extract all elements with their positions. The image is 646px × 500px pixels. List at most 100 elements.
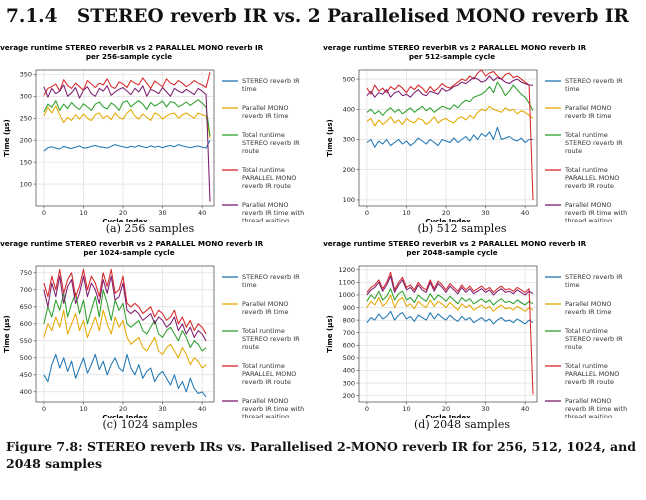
legend-label: Total runtime <box>241 131 285 139</box>
chart-svg: Average runtime STEREO reverbIR vs 2 PAR… <box>0 239 304 418</box>
legend-label: PARALLEL MONO <box>242 370 296 378</box>
chart-256: Average runtime STEREO reverbIR vs 2 PAR… <box>0 40 323 248</box>
legend-label: reverb IR time with <box>565 405 627 413</box>
y-tick-label: 900 <box>343 304 355 312</box>
chart-svg: Average runtime STEREO reverbIR vs 2 PAR… <box>0 43 304 222</box>
y-tick-label: 500 <box>343 354 355 362</box>
series-line <box>43 99 211 136</box>
legend-label: time <box>242 85 257 93</box>
y-tick-label: 150 <box>20 158 32 166</box>
legend-label: Total runtime <box>241 362 285 370</box>
legend-label: thread waiting <box>565 217 612 222</box>
legend-label: time <box>565 281 580 289</box>
x-tick-label: 0 <box>365 405 369 413</box>
legend-label: STEREO reverb IR <box>565 335 623 343</box>
x-tick-label: 10 <box>79 405 87 413</box>
y-tick-label: 200 <box>343 392 355 400</box>
subcaption-c: (c) 1024 samples <box>102 418 198 431</box>
legend-label: Total runtime <box>241 327 285 335</box>
x-tick-label: 30 <box>158 209 166 217</box>
y-tick-label: 400 <box>343 105 355 113</box>
chart-title: Average runtime STEREO reverbIR vs 2 PAR… <box>0 43 264 52</box>
subcaption-b: (b) 512 samples <box>417 222 507 235</box>
x-tick-label: 40 <box>521 405 529 413</box>
section-heading: 7.1.4 STEREO reverb IR vs. 2 Parallelise… <box>6 6 640 27</box>
x-tick-label: 10 <box>402 209 410 217</box>
y-tick-label: 300 <box>343 379 355 387</box>
x-tick-label: 20 <box>119 405 127 413</box>
legend-label: thread waiting <box>242 413 289 418</box>
legend-label: reverb IR time <box>242 112 288 120</box>
series-line <box>366 81 534 116</box>
x-tick-label: 0 <box>42 209 46 217</box>
chart-svg: Average runtime STEREO reverbIR vs 2 PAR… <box>323 239 627 418</box>
y-tick-label: 750 <box>20 269 32 277</box>
legend-label: reverb IR time <box>565 112 611 120</box>
subcaption-a: (a) 256 samples <box>105 222 195 235</box>
legend-label: route <box>565 343 582 351</box>
legend-label: Total runtime <box>564 327 608 335</box>
legend-label: Parallel MONO <box>242 201 288 209</box>
y-tick-label: 350 <box>20 71 32 79</box>
legend-label: Total runtime <box>564 166 608 174</box>
legend-label: Parallel MONO <box>242 397 288 405</box>
x-tick-label: 10 <box>402 405 410 413</box>
x-tick-label: 40 <box>198 209 206 217</box>
y-tick-label: 500 <box>343 75 355 83</box>
chart-title: Average runtime STEREO reverbIR vs 2 PAR… <box>323 43 587 52</box>
chart-title: per 256-sample cycle <box>86 52 172 61</box>
legend-label: reverb IR route <box>565 182 614 190</box>
y-tick-label: 200 <box>343 166 355 174</box>
legend-label: Total runtime <box>564 131 608 139</box>
series-line <box>43 84 211 202</box>
x-tick-label: 30 <box>158 405 166 413</box>
legend-label: Parallel MONO <box>565 300 611 308</box>
legend-label: Parallel MONO <box>565 104 611 112</box>
legend-label: time <box>242 281 257 289</box>
series-line <box>43 72 211 96</box>
legend-label: Parallel MONO <box>242 300 288 308</box>
legend-label: reverb IR time with <box>242 405 304 413</box>
legend-label: time <box>565 85 580 93</box>
legend-label: STEREO reverb IR <box>242 273 300 281</box>
series-line <box>366 75 533 98</box>
legend-label: STEREO reverb IR <box>565 139 623 147</box>
y-tick-label: 800 <box>343 316 355 324</box>
chart-title: Average runtime STEREO reverbIR vs 2 PAR… <box>0 239 264 248</box>
chart-1024: Average runtime STEREO reverbIR vs 2 PAR… <box>0 236 323 444</box>
x-axis-label: Cycle Index <box>425 218 471 222</box>
y-tick-label: 1200 <box>338 266 355 274</box>
legend-label: thread waiting <box>565 413 612 418</box>
series-line <box>43 268 207 335</box>
y-tick-label: 600 <box>20 320 32 328</box>
section-number: 7.1.4 <box>6 6 58 27</box>
y-axis-label: Time (µs) <box>326 119 334 156</box>
chart-2048: Average runtime STEREO reverbIR vs 2 PAR… <box>323 236 646 444</box>
section-title: STEREO reverb IR vs. 2 Parallelised MONO… <box>76 6 629 27</box>
x-axis-label: Cycle Index <box>102 414 148 418</box>
y-tick-label: 400 <box>20 388 32 396</box>
x-tick-label: 20 <box>442 209 450 217</box>
series-line <box>366 294 534 312</box>
y-tick-label: 200 <box>20 136 32 144</box>
subcaption-d: (d) 2048 samples <box>414 418 510 431</box>
legend-label: Total runtime <box>564 362 608 370</box>
plot-frame <box>358 69 538 207</box>
series-line <box>366 288 534 306</box>
y-tick-label: 300 <box>343 136 355 144</box>
x-tick-label: 40 <box>198 405 206 413</box>
chart-title: per 2048-sample cycle <box>406 248 497 257</box>
legend-label: thread waiting <box>242 217 289 222</box>
legend-label: STEREO reverb IR <box>565 273 623 281</box>
series-line <box>366 271 534 395</box>
x-tick-label: 40 <box>521 209 529 217</box>
legend-label: route <box>242 147 259 155</box>
y-axis-label: Time (µs) <box>3 315 11 352</box>
legend-label: PARALLEL MONO <box>565 174 619 182</box>
legend-label: reverb IR time with <box>565 209 627 217</box>
legend-label: reverb IR route <box>242 182 291 190</box>
legend-label: STEREO reverb IR <box>242 77 300 85</box>
chart-svg: Average runtime STEREO reverbIR vs 2 PAR… <box>323 43 627 222</box>
series-line <box>43 105 211 139</box>
series-line <box>366 126 533 148</box>
